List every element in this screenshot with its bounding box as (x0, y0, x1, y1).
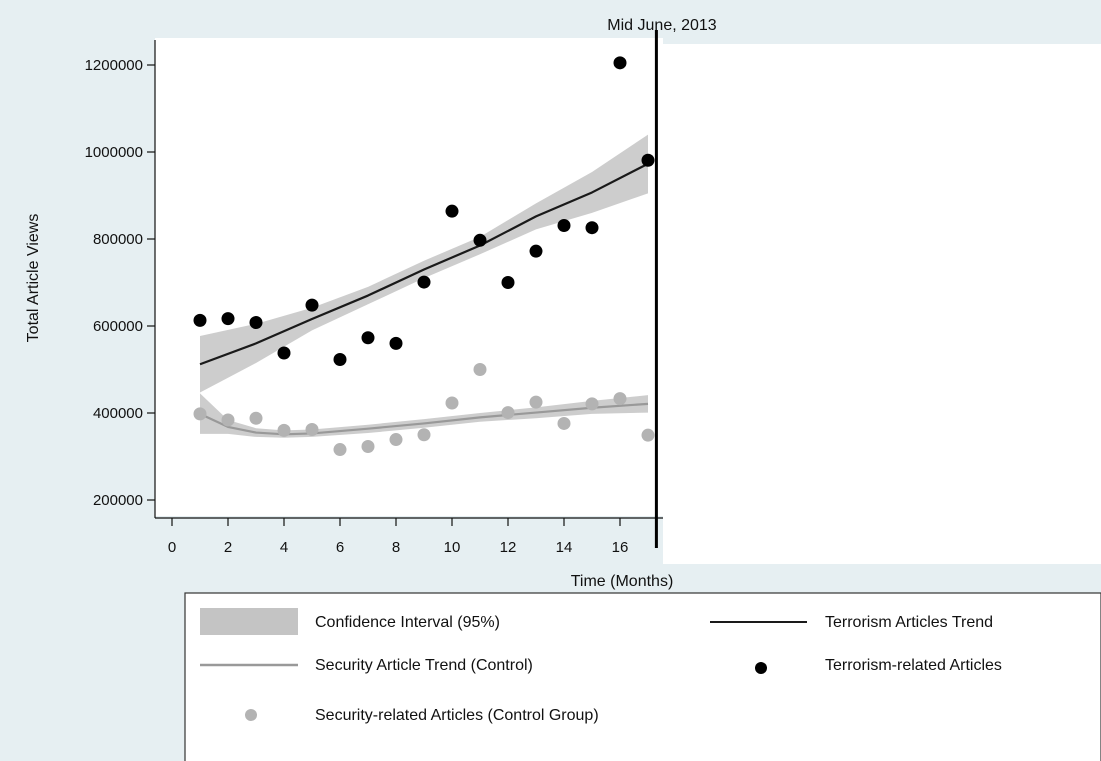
data-point (221, 413, 235, 427)
x-axis-title: Time (Months) (571, 573, 674, 590)
data-point (333, 443, 347, 457)
data-point (585, 221, 599, 235)
legend-terror-point-swatch (755, 662, 767, 674)
x-tick-label: 4 (280, 539, 288, 556)
data-point (557, 416, 571, 430)
data-point (529, 244, 543, 258)
x-tick-label: 0 (168, 539, 176, 556)
x-ticks: 0 2 4 6 8 10 12 14 16 (168, 518, 629, 556)
trend-line-3 (199, 402, 649, 436)
data-point (473, 363, 487, 376)
legend-box (184, 592, 1101, 761)
ci-band-2 (200, 134, 648, 393)
data-point (473, 233, 487, 247)
data-point (361, 331, 375, 345)
x-tick-label: 12 (500, 539, 517, 556)
x-tick-label: 14 (556, 539, 573, 556)
blank-region (663, 44, 1101, 564)
data-point (249, 316, 263, 330)
legend-security-point-label: Security-related Articles (Control Group… (315, 707, 599, 724)
y-tick-label: 600000 (93, 318, 143, 335)
data-point (613, 392, 627, 406)
data-point (417, 275, 431, 289)
data-point (193, 313, 207, 327)
data-point (277, 346, 291, 360)
data-points (193, 56, 655, 457)
data-point (641, 428, 655, 442)
data-point (501, 406, 515, 420)
data-point (445, 396, 459, 410)
confidence-bands (200, 134, 648, 438)
legend-ci-swatch (200, 608, 298, 635)
y-tick-label: 800000 (93, 231, 143, 248)
data-point (529, 395, 543, 409)
intervention-label: Mid June, 2013 (607, 17, 717, 34)
ci-band-3 (200, 393, 648, 438)
data-point (585, 397, 599, 411)
data-point (333, 352, 347, 366)
y-tick-label: 200000 (93, 492, 143, 509)
legend-security-point-swatch (245, 709, 257, 721)
y-axis-title: Total Article Views (25, 214, 42, 343)
legend: Confidence Interval (95%) Terrorism Arti… (184, 592, 1101, 761)
data-point (361, 439, 375, 453)
trend-lines (199, 162, 649, 436)
data-point (417, 428, 431, 442)
y-tick-label: 1200000 (85, 57, 143, 74)
data-point (277, 423, 291, 437)
data-point (249, 411, 263, 425)
legend-terror-point-label: Terrorism-related Articles (825, 657, 1002, 674)
legend-ci-label: Confidence Interval (95%) (315, 614, 500, 631)
data-point (305, 298, 319, 312)
legend-terror-trend-label: Terrorism Articles Trend (825, 614, 993, 631)
x-tick-label: 10 (444, 539, 461, 556)
x-tick-label: 8 (392, 539, 400, 556)
data-point (445, 204, 459, 218)
trend-line-2 (199, 162, 649, 366)
data-point (305, 423, 319, 437)
data-point (557, 219, 571, 233)
data-point (501, 276, 515, 289)
data-point (389, 336, 403, 350)
y-tick-label: 400000 (93, 405, 143, 422)
x-tick-label: 2 (224, 539, 232, 556)
legend-security-trend-label: Security Article Trend (Control) (315, 657, 533, 674)
x-tick-label: 6 (336, 539, 344, 556)
data-point (613, 56, 627, 70)
y-tick-label: 1000000 (85, 144, 143, 161)
x-tick-label: 16 (612, 539, 629, 556)
data-point (389, 433, 403, 447)
data-point (193, 407, 207, 421)
data-point (221, 312, 235, 326)
data-point (641, 153, 655, 167)
y-ticks: 200000 400000 600000 800000 1000000 1200000 (85, 57, 155, 509)
